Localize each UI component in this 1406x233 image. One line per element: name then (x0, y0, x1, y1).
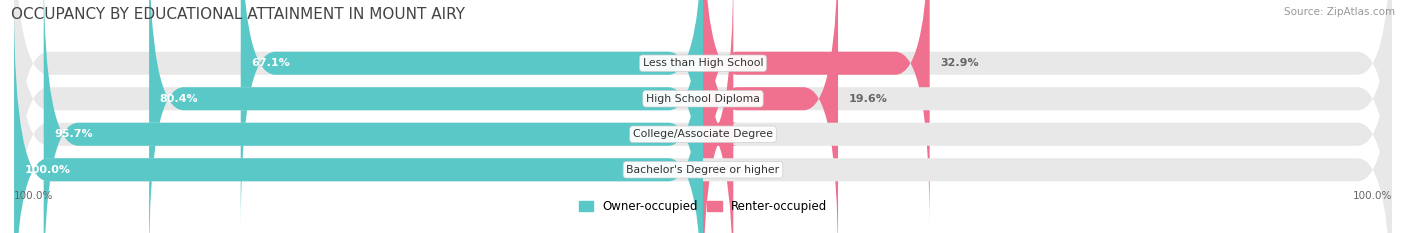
FancyBboxPatch shape (703, 0, 929, 229)
FancyBboxPatch shape (149, 0, 703, 233)
FancyBboxPatch shape (699, 0, 738, 233)
Text: College/Associate Degree: College/Associate Degree (633, 129, 773, 139)
Text: 67.1%: 67.1% (252, 58, 290, 68)
Text: Less than High School: Less than High School (643, 58, 763, 68)
Text: Source: ZipAtlas.com: Source: ZipAtlas.com (1284, 7, 1395, 17)
Text: 19.6%: 19.6% (848, 94, 887, 104)
FancyBboxPatch shape (240, 0, 703, 229)
Text: 100.0%: 100.0% (24, 165, 70, 175)
Text: 80.4%: 80.4% (159, 94, 198, 104)
FancyBboxPatch shape (14, 0, 1392, 229)
Text: 0.0%: 0.0% (713, 165, 744, 175)
Legend: Owner-occupied, Renter-occupied: Owner-occupied, Renter-occupied (574, 195, 832, 218)
Text: 95.7%: 95.7% (53, 129, 93, 139)
Text: 4.4%: 4.4% (744, 129, 775, 139)
Text: 100.0%: 100.0% (1353, 191, 1392, 201)
Text: Bachelor's Degree or higher: Bachelor's Degree or higher (627, 165, 779, 175)
FancyBboxPatch shape (703, 0, 838, 233)
Text: 32.9%: 32.9% (941, 58, 979, 68)
FancyBboxPatch shape (14, 0, 1392, 233)
FancyBboxPatch shape (14, 4, 703, 233)
FancyBboxPatch shape (14, 4, 1392, 233)
Text: 100.0%: 100.0% (14, 191, 53, 201)
FancyBboxPatch shape (44, 0, 703, 233)
Text: High School Diploma: High School Diploma (647, 94, 759, 104)
FancyBboxPatch shape (14, 0, 1392, 233)
Text: OCCUPANCY BY EDUCATIONAL ATTAINMENT IN MOUNT AIRY: OCCUPANCY BY EDUCATIONAL ATTAINMENT IN M… (11, 7, 465, 22)
